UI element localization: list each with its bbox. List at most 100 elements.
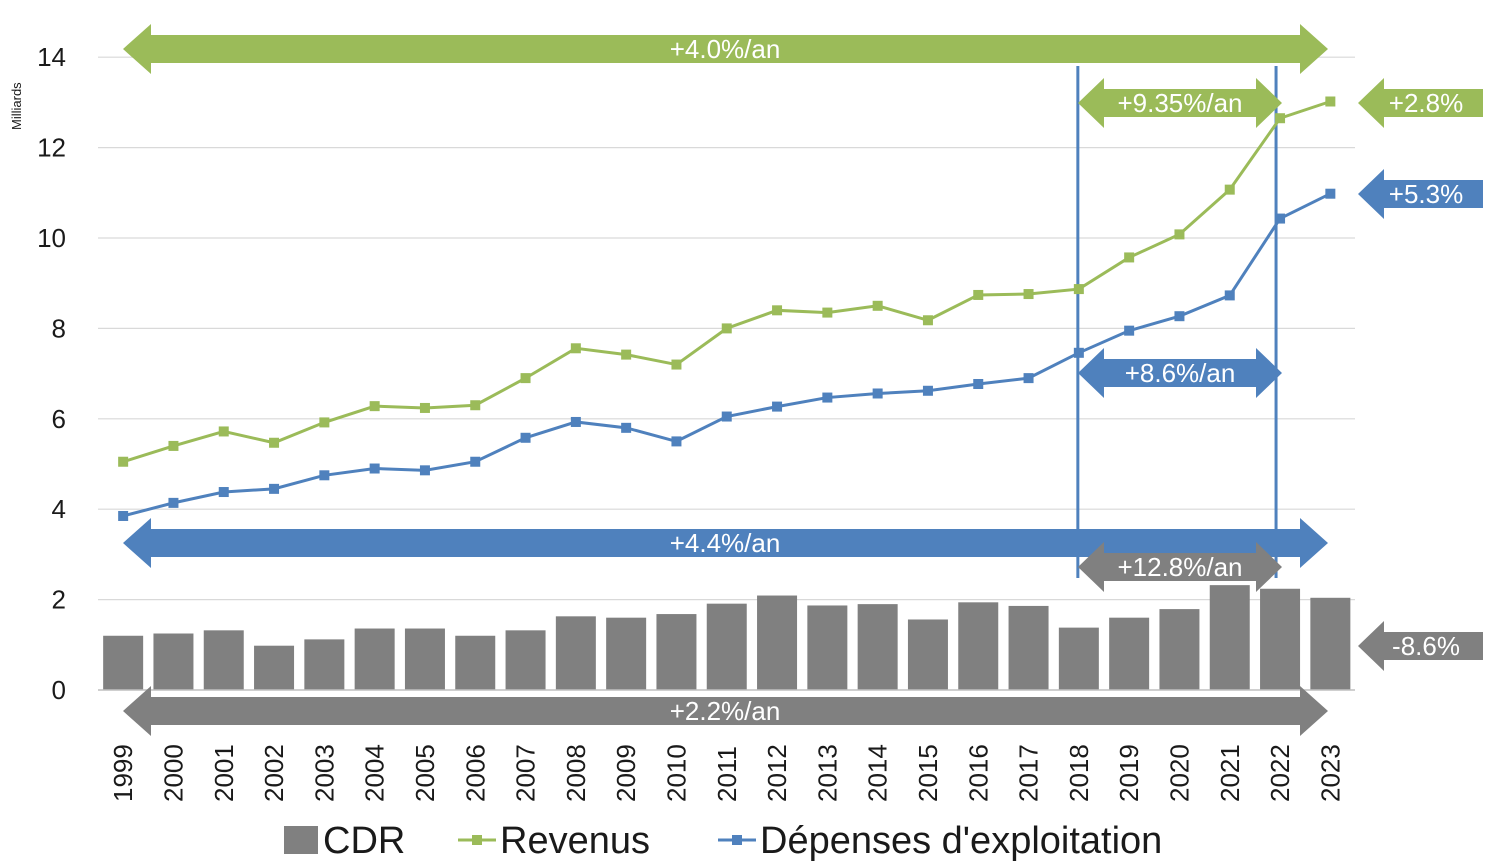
x-tick-label: 2019 bbox=[1114, 744, 1144, 802]
bar-2001 bbox=[203, 630, 244, 690]
y-tick-label: 8 bbox=[52, 313, 66, 343]
bar-2005 bbox=[404, 628, 445, 690]
series-0-point bbox=[922, 315, 933, 326]
bar-2000 bbox=[153, 633, 194, 690]
x-tick-label: 2006 bbox=[460, 744, 490, 802]
x-tick-label: 2003 bbox=[309, 744, 339, 802]
series-0-point bbox=[470, 400, 481, 411]
legend: CDR Revenus Dépenses d'exploitation bbox=[284, 820, 1162, 862]
series-1-point bbox=[772, 401, 783, 412]
growth-arrow-label: +4.0%/an bbox=[670, 34, 781, 64]
period-markers bbox=[1076, 66, 1278, 578]
series-1-point bbox=[1325, 188, 1336, 199]
x-tick-label: 2016 bbox=[963, 744, 993, 802]
series-line-0 bbox=[122, 100, 1331, 464]
bar-2010 bbox=[656, 614, 697, 690]
series-1-point bbox=[973, 378, 984, 389]
bar-2022 bbox=[1260, 588, 1301, 690]
growth-arrow bbox=[123, 24, 1328, 74]
x-tick-label: 2018 bbox=[1064, 744, 1094, 802]
x-tick-label: 2022 bbox=[1265, 744, 1295, 802]
y-tick-label: 6 bbox=[52, 404, 66, 434]
growth-arrow-label: +4.4%/an bbox=[670, 528, 781, 558]
series-1-point bbox=[570, 416, 581, 427]
series-1-point bbox=[721, 411, 732, 422]
x-tick-label: 2009 bbox=[611, 744, 641, 802]
series-1-point bbox=[822, 392, 833, 403]
growth-arrow bbox=[1358, 621, 1483, 671]
series-1-point bbox=[1124, 325, 1135, 336]
series-0-point bbox=[671, 359, 682, 370]
series-0-point bbox=[721, 323, 732, 334]
growth-arrow-label: +9.35%/an bbox=[1117, 88, 1242, 118]
growth-arrow bbox=[1358, 169, 1483, 219]
x-tick-label: 2004 bbox=[360, 744, 390, 802]
series-1-point bbox=[218, 487, 229, 498]
bar-2008 bbox=[555, 616, 596, 690]
growth-arrow-label: +8.6%/an bbox=[1125, 358, 1236, 388]
series-1-point bbox=[621, 422, 632, 433]
x-tick-label: 2002 bbox=[259, 744, 289, 802]
line-series bbox=[118, 96, 1336, 521]
x-tick-label: 2011 bbox=[712, 746, 742, 802]
series-1-point bbox=[319, 470, 330, 481]
bar-2004 bbox=[354, 628, 395, 690]
x-tick-label: 2014 bbox=[863, 744, 893, 802]
y-tick-label: 14 bbox=[37, 42, 66, 72]
legend-swatch-marker bbox=[472, 835, 482, 845]
x-tick-label: 1999 bbox=[108, 744, 138, 802]
y-tick-label: 0 bbox=[52, 675, 66, 705]
y-tick-label: 4 bbox=[52, 494, 66, 524]
bar-2015 bbox=[907, 619, 948, 690]
legend-label: Dépenses d'exploitation bbox=[760, 820, 1162, 862]
x-tick-label: 2010 bbox=[661, 744, 691, 802]
legend-label: Revenus bbox=[500, 820, 650, 862]
bar-2020 bbox=[1159, 609, 1200, 690]
bar-2018 bbox=[1058, 627, 1099, 690]
growth-arrow-label: +2.2%/an bbox=[670, 696, 781, 726]
y-tick-label: 12 bbox=[37, 133, 66, 163]
series-1-point bbox=[269, 483, 280, 494]
bar-2006 bbox=[455, 635, 496, 690]
bar-2016 bbox=[958, 602, 999, 690]
series-1-point bbox=[671, 436, 682, 447]
series-0-point bbox=[621, 349, 632, 360]
growth-annotations: +4.0%/an +9.35%/an +2.8% +5.3% +8.6%/an +4.4%… bbox=[123, 24, 1483, 736]
growth-arrow bbox=[1358, 78, 1483, 128]
series-0-point bbox=[218, 426, 229, 437]
x-axis-ticks: 1999 2000 2001 2002 2003 2004 2005 2006 2007 2008… bbox=[108, 744, 1345, 802]
series-0-point bbox=[269, 437, 280, 448]
bar-2019 bbox=[1109, 617, 1150, 690]
bar-2012 bbox=[757, 595, 798, 690]
x-tick-label: 2012 bbox=[762, 744, 792, 802]
series-1-point bbox=[118, 510, 129, 521]
bar-2002 bbox=[254, 645, 295, 690]
y-unit-label: Milliards bbox=[9, 82, 24, 130]
x-tick-label: 2015 bbox=[913, 744, 943, 802]
growth-arrow bbox=[1078, 542, 1282, 592]
series-1-point bbox=[1275, 213, 1286, 224]
series-1-point bbox=[520, 432, 531, 443]
x-tick-label: 2013 bbox=[812, 744, 842, 802]
series-0-point bbox=[168, 440, 179, 451]
series-0-point bbox=[118, 456, 129, 467]
bar-2021 bbox=[1209, 585, 1250, 690]
y-axis-ticks: 0 2 4 6 8 10 12 14 bbox=[37, 42, 66, 705]
growth-arrow-label: +2.8% bbox=[1389, 88, 1463, 118]
series-1-point bbox=[1023, 373, 1034, 384]
bar-2007 bbox=[505, 630, 546, 690]
growth-arrow-label: +12.8%/an bbox=[1117, 552, 1242, 582]
series-0-point bbox=[1174, 229, 1185, 240]
series-0-point bbox=[822, 307, 833, 318]
series-1-point bbox=[922, 385, 933, 396]
growth-arrow bbox=[123, 686, 1328, 736]
bar-2003 bbox=[304, 639, 345, 690]
series-1-point bbox=[470, 456, 481, 467]
series-1-point bbox=[1174, 311, 1185, 322]
x-tick-label: 2001 bbox=[209, 744, 239, 802]
series-0-point bbox=[1275, 113, 1286, 124]
series-0-point bbox=[1073, 284, 1084, 295]
series-1-point bbox=[1224, 290, 1235, 301]
series-0-point bbox=[1224, 184, 1235, 195]
x-tick-label: 2005 bbox=[410, 744, 440, 802]
